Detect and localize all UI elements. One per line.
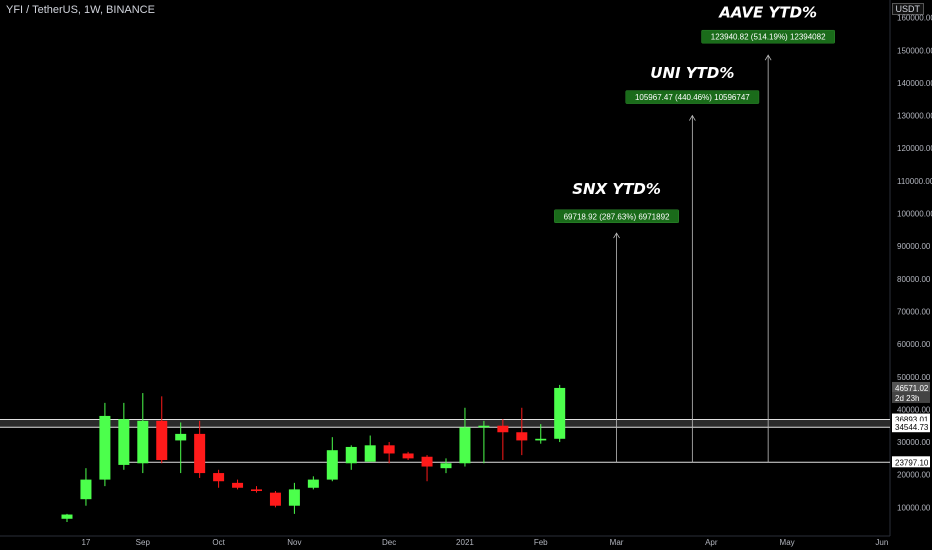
x-tick-label: Apr [705,538,718,547]
x-tick-label: 2021 [456,538,474,547]
y-tick-label: 90000.00 [897,242,931,251]
candle-body [232,482,244,488]
level-band [0,419,890,428]
annotation-arrow-head [613,232,620,239]
x-tick-label: May [780,538,795,547]
candle-body [118,419,130,465]
y-tick-label: 80000.00 [897,275,931,284]
candle-body [497,425,509,433]
x-tick-label: Jun [875,538,888,547]
annotation-title: SNX YTD% [572,180,661,198]
candle-body [402,453,414,459]
y-tick-label: 140000.00 [897,79,932,88]
chart-title: YFI / TetherUS, 1W, BINANCE [6,4,155,16]
candle-body [421,456,433,467]
annotation-box-text: 105967.47 (440.46%) 10596747 [635,93,750,102]
price-tag-label: 2d 23h [895,394,919,403]
x-tick-label: Feb [534,538,548,547]
candle-body [61,514,73,519]
candle-body [326,450,338,480]
candle-body [478,425,490,428]
annotation-box [701,29,835,44]
annotation-box-text: 69718.92 (287.63%) 6971892 [564,212,670,221]
x-tick-label: Dec [382,538,396,547]
price-tag [892,456,930,468]
y-tick-label: 160000.00 [897,14,932,23]
annotation-arrow-head [764,54,772,61]
price-tag-label: 34544.73 [895,423,929,432]
candle-body [516,432,528,441]
candle-body [554,387,566,439]
price-tag [892,421,930,433]
annotation-box-text: 123940.82 (514.19%) 12394082 [711,33,826,42]
candle-body [288,489,300,506]
candle-body [175,433,187,441]
y-tick-label: 120000.00 [897,144,932,153]
x-tick-label: Sep [136,538,151,547]
candle-body [194,433,206,474]
annotation-box [554,209,679,224]
price-tag-label: 36893.01 [895,416,929,425]
x-tick-label: 17 [81,538,90,547]
y-tick-label: 20000.00 [897,471,931,480]
candle-body [364,445,376,462]
price-tag [892,413,930,425]
currency-badge[interactable]: USDT [891,3,924,15]
price-tag-label: 46571.02 [895,384,929,393]
candle-body [307,479,319,488]
annotation-title: UNI YTD% [650,64,734,82]
x-tick-label: Nov [287,538,301,547]
candle-body [251,489,262,492]
y-tick-label: 30000.00 [897,438,931,447]
annotation-arrow-head [689,114,696,121]
candle-body [213,473,225,482]
y-tick-label: 110000.00 [897,177,932,186]
y-tick-label: 130000.00 [897,112,932,121]
candle-body [269,492,281,506]
candle-body [383,445,395,454]
price-tag [892,381,930,393]
y-tick-label: 50000.00 [897,373,931,382]
y-tick-label: 40000.00 [897,405,931,414]
candle-body [99,415,111,480]
y-tick-label: 70000.00 [897,307,931,316]
y-tick-label: 60000.00 [897,340,931,349]
price-tag [892,391,930,403]
x-tick-label: Oct [212,538,225,547]
candle-body [137,420,149,464]
candle-body [459,427,471,464]
y-tick-label: 150000.00 [897,46,932,55]
price-tag-label: 23797.10 [895,458,929,467]
x-tick-label: Mar [610,538,624,547]
candle-body [80,479,92,500]
candle-body [535,438,547,441]
candle-body [345,446,357,464]
annotation-box [625,90,760,104]
y-tick-label: 100000.00 [897,210,932,219]
candle-body [156,420,168,461]
annotation-title: AAVE YTD% [718,4,817,22]
candle-body [440,463,452,469]
y-tick-label: 10000.00 [897,503,931,512]
